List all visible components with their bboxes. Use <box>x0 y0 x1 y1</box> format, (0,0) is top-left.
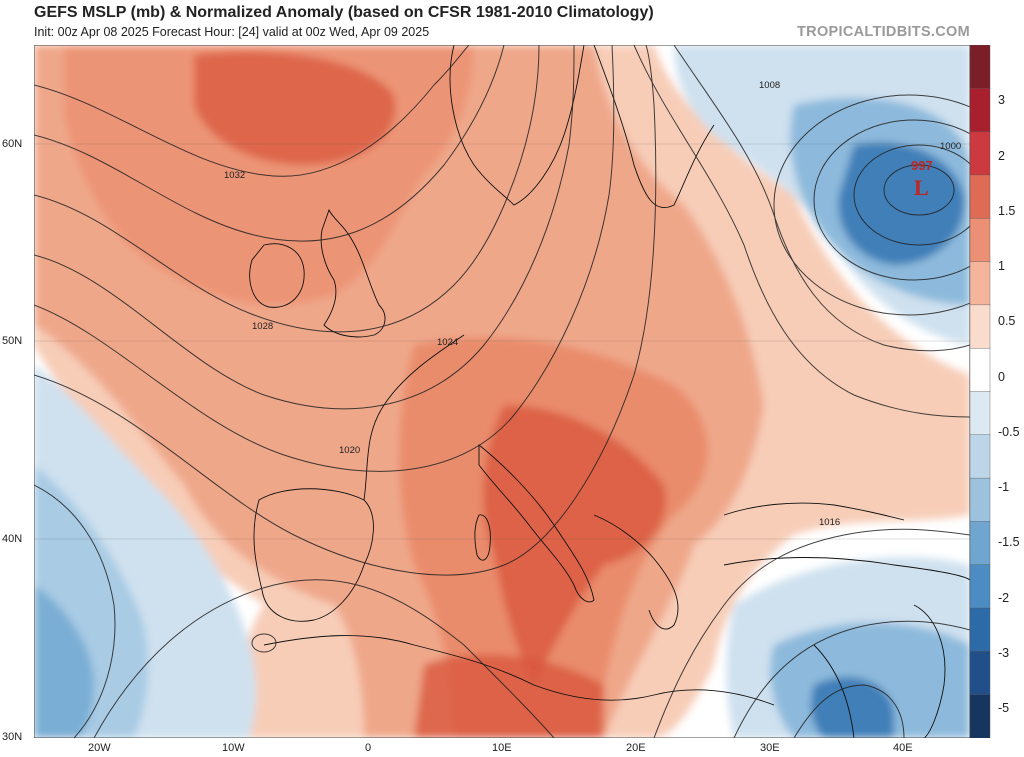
lon-label-20w: 20W <box>88 742 111 754</box>
colorbar-segment <box>970 218 991 263</box>
colorbar-segment <box>970 607 991 653</box>
colorbar-segment <box>970 391 991 436</box>
colorbar-segment <box>970 174 991 219</box>
colorbar-segment <box>970 347 991 393</box>
lon-label-40e: 40E <box>893 742 913 754</box>
colorbar-segment <box>970 434 991 479</box>
brand-label[interactable]: TROPICALTIDBITS.COM <box>797 24 970 40</box>
colorbar-segment <box>970 564 991 609</box>
isobar-label: 1024 <box>437 337 458 348</box>
colorbar-label: -3 <box>998 646 1009 660</box>
colorbar-label: 2 <box>998 149 1005 163</box>
colorbar-segment <box>970 261 991 306</box>
low-pressure-symbol: L <box>914 175 929 200</box>
colorbar-label: 1.5 <box>998 204 1015 218</box>
lat-label-60n: 60N <box>2 138 23 150</box>
lat-label-40n: 40N <box>2 533 23 545</box>
colorbar-label: -0.5 <box>998 425 1020 439</box>
chart-subtitle: Init: 00z Apr 08 2025 Forecast Hour: [24… <box>34 25 430 39</box>
graticule <box>34 143 970 540</box>
colorbar-segment <box>970 521 991 566</box>
colorbar-segment <box>970 694 991 738</box>
low-pressure-value: 997 <box>911 158 933 173</box>
colorbar-segment <box>970 131 991 176</box>
colorbar-label: 1 <box>998 259 1005 273</box>
colorbar-segment <box>970 45 991 90</box>
colorbar-segment <box>970 651 991 696</box>
colorbar-segment <box>970 304 991 349</box>
colorbar-segment <box>970 88 991 133</box>
colorbar-label: -1 <box>998 480 1009 494</box>
coastlines <box>249 45 970 738</box>
isobar-label: 1016 <box>819 517 840 528</box>
anomaly-map: 1032 1028 1024 1020 1016 1008 1000 997 L <box>34 45 970 738</box>
chart-title: GEFS MSLP (mb) & Normalized Anomaly (bas… <box>34 4 654 21</box>
isobars <box>34 45 970 738</box>
lon-label-30e: 30E <box>760 742 780 754</box>
isobar-label: 1008 <box>759 80 780 91</box>
colorbar-label: -1.5 <box>998 535 1020 549</box>
colorbar: 3 2 1.5 1 0.5 0 -0.5 -1 -1.5 -2 -3 -5 <box>970 45 1020 738</box>
isobar-label: 1000 <box>940 141 961 152</box>
colorbar-label: 0 <box>998 370 1005 384</box>
anomaly-shading <box>34 45 970 738</box>
lon-label-10w: 10W <box>222 742 245 754</box>
colorbar-segment <box>970 477 991 523</box>
lon-label-0: 0 <box>365 742 372 754</box>
isobar-label: 1020 <box>339 445 360 456</box>
lon-label-20e: 20E <box>626 742 646 754</box>
isobar-label: 1032 <box>224 170 245 181</box>
colorbar-label: 3 <box>998 93 1005 107</box>
isobar-label: 1028 <box>252 321 273 332</box>
lat-label-30n: 30N <box>2 731 23 743</box>
colorbar-label: -5 <box>998 701 1009 715</box>
lon-label-10e: 10E <box>492 742 512 754</box>
colorbar-label: 0.5 <box>998 314 1015 328</box>
lat-label-50n: 50N <box>2 335 23 347</box>
colorbar-label: -2 <box>998 591 1009 605</box>
